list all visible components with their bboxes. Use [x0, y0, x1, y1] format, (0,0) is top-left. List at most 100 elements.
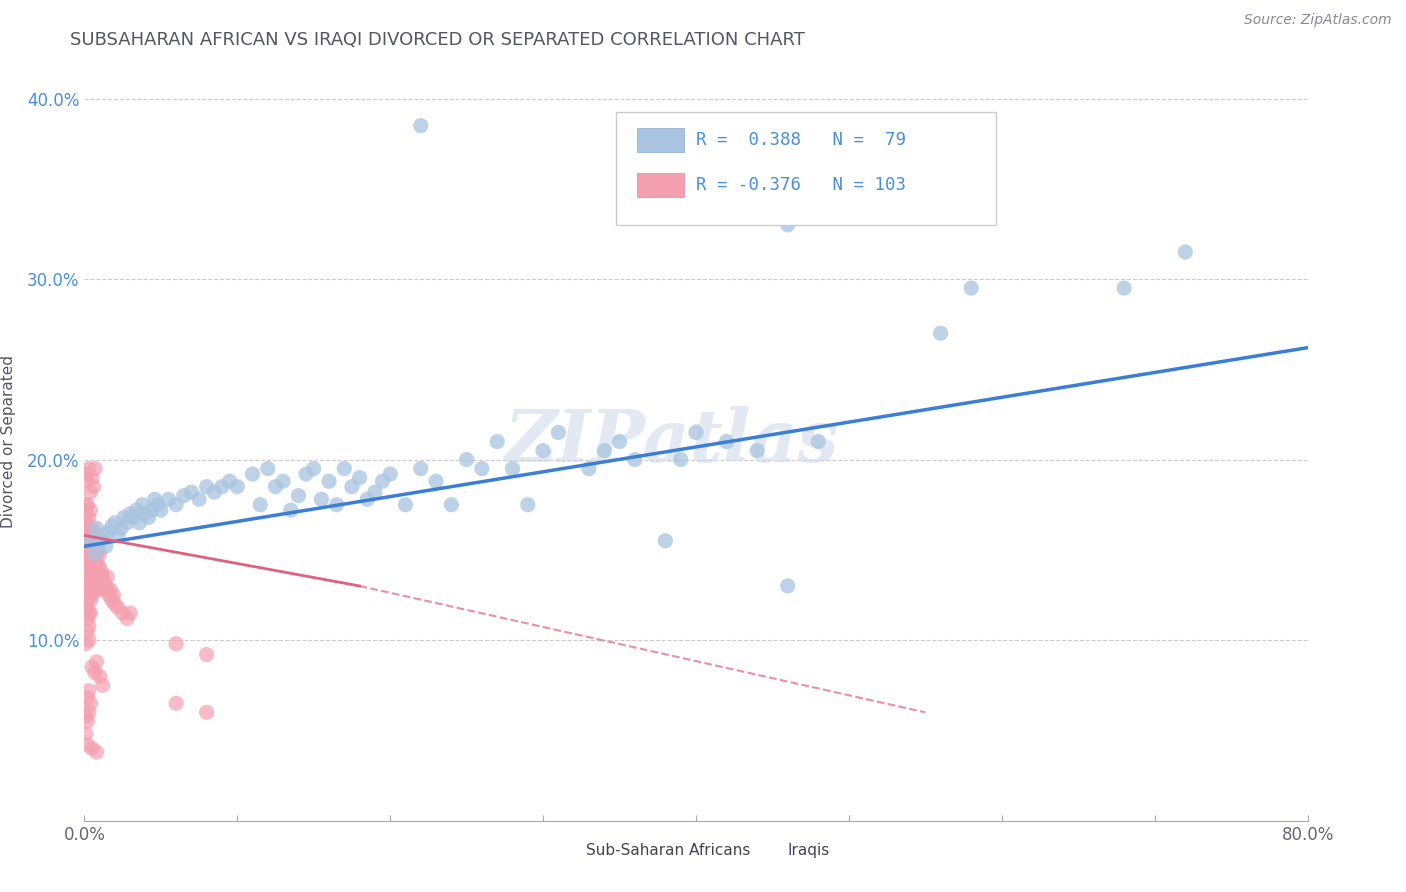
Point [96, 570, 118, 584]
Point [79, 524, 101, 539]
Text: R = -0.376   N = 103: R = -0.376 N = 103 [696, 177, 905, 194]
Point [90, 579, 112, 593]
Point [75, 600, 97, 615]
Point [165, 498, 187, 512]
Point [80, 741, 103, 756]
Point [115, 516, 138, 530]
Point [77, 521, 100, 535]
Point [547, 425, 569, 440]
Point [90, 565, 112, 579]
Point [76, 714, 98, 729]
Text: SUBSAHARAN AFRICAN VS IRAQI DIVORCED OR SEPARATED CORRELATION CHART: SUBSAHARAN AFRICAN VS IRAQI DIVORCED OR … [70, 31, 806, 49]
Point [77, 588, 100, 602]
Point [80, 521, 103, 535]
Point [120, 507, 142, 521]
Point [75, 507, 97, 521]
Point [202, 485, 225, 500]
Point [83, 558, 105, 572]
Point [96, 582, 118, 597]
Point [371, 475, 394, 489]
Point [776, 218, 799, 232]
Point [97, 524, 120, 539]
Point [84, 533, 107, 548]
Point [180, 485, 202, 500]
Point [76, 690, 98, 705]
Point [578, 461, 600, 475]
Point [195, 706, 218, 720]
Point [302, 461, 325, 475]
Point [76, 542, 98, 557]
Point [807, 434, 830, 449]
Point [77, 533, 100, 548]
Point [84, 665, 107, 680]
Point [79, 552, 101, 566]
Point [195, 480, 218, 494]
Point [593, 443, 616, 458]
Text: Sub-Saharan Africans: Sub-Saharan Africans [586, 843, 751, 858]
Point [333, 461, 356, 475]
Point [531, 443, 554, 458]
Point [80, 575, 103, 590]
Point [409, 119, 432, 133]
Bar [637, 173, 683, 197]
Bar [637, 128, 683, 152]
Point [138, 510, 160, 524]
Point [94, 579, 117, 593]
Point [654, 533, 676, 548]
Point [76, 528, 98, 542]
Y-axis label: Divorced or Separated: Divorced or Separated [1, 355, 15, 528]
Point [107, 528, 129, 542]
Text: Source: ZipAtlas.com: Source: ZipAtlas.com [1244, 13, 1392, 28]
Point [77, 606, 100, 620]
Point [75, 521, 97, 535]
Point [79, 503, 101, 517]
Point [87, 558, 110, 572]
Point [1114, 281, 1136, 295]
Point [75, 565, 97, 579]
Point [471, 461, 494, 475]
Point [128, 516, 150, 530]
Point [165, 696, 187, 710]
Point [280, 503, 302, 517]
Point [440, 498, 463, 512]
FancyBboxPatch shape [616, 112, 995, 226]
Point [271, 475, 294, 489]
Point [257, 461, 280, 475]
Point [141, 503, 163, 517]
Point [340, 480, 363, 494]
Point [318, 475, 340, 489]
Point [295, 467, 318, 481]
Point [87, 542, 110, 557]
Point [94, 539, 117, 553]
Point [79, 593, 101, 607]
Point [86, 582, 108, 597]
Point [77, 546, 100, 560]
Point [104, 516, 127, 530]
Point [75, 498, 97, 512]
Point [93, 575, 115, 590]
Point [624, 452, 647, 467]
Point [86, 546, 108, 560]
Point [125, 503, 148, 517]
Point [75, 546, 97, 560]
Point [86, 533, 108, 548]
Point [79, 579, 101, 593]
Point [77, 561, 100, 575]
Point [456, 452, 478, 467]
Point [91, 570, 114, 584]
Point [77, 633, 100, 648]
Point [97, 588, 120, 602]
Point [609, 434, 631, 449]
Point [86, 655, 108, 669]
Point [143, 492, 166, 507]
Point [364, 485, 387, 500]
Point [89, 561, 111, 575]
Point [1174, 244, 1197, 259]
Point [91, 582, 114, 597]
Point [157, 492, 180, 507]
Point [394, 498, 416, 512]
Point [79, 606, 101, 620]
Point [747, 443, 769, 458]
Point [77, 575, 100, 590]
Point [83, 582, 105, 597]
